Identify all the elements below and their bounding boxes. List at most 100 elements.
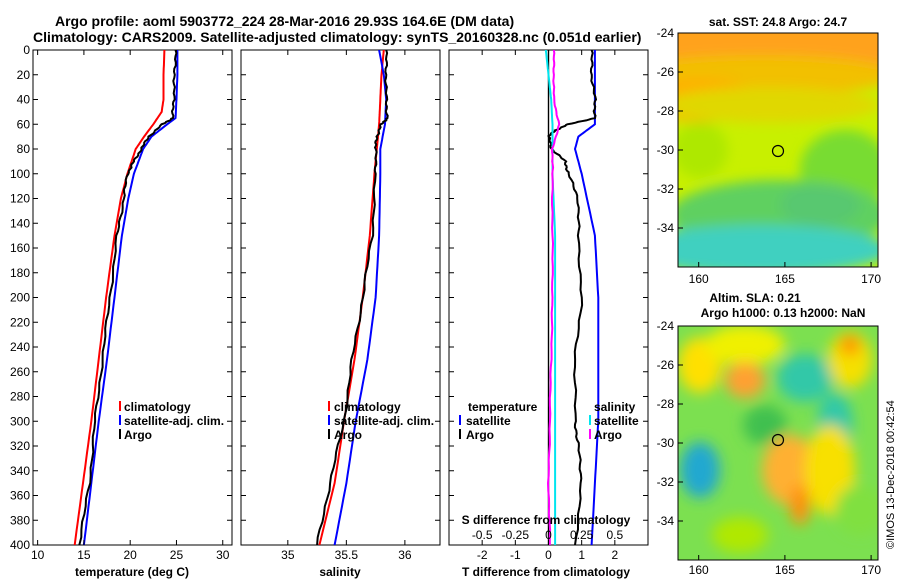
x-tick-label: 1 bbox=[578, 548, 585, 562]
y-tick-label: 240 bbox=[10, 340, 30, 354]
sst-map-title: sat. SST: 24.8 Argo: 24.7 bbox=[709, 15, 848, 29]
x-tick-label: 30 bbox=[216, 548, 230, 562]
map-y-tick-label: -28 bbox=[657, 397, 675, 411]
sst-map: sat. SST: 24.8 Argo: 24.7 bbox=[677, 15, 879, 268]
map-y-tick-label: -34 bbox=[657, 514, 675, 528]
y-tick-label: 380 bbox=[10, 513, 30, 527]
salinity-plot bbox=[316, 50, 389, 545]
map-y-tick-label: -28 bbox=[657, 104, 675, 118]
t-difference-xlabel: T difference from climatology bbox=[462, 565, 630, 579]
y-tick-label: 80 bbox=[17, 142, 31, 156]
y-tick-label: 40 bbox=[17, 93, 31, 107]
series-satellite-adj-clim- bbox=[82, 50, 179, 545]
y-tick-label: 0 bbox=[23, 43, 30, 57]
legend-s-satellite: satellite bbox=[594, 414, 639, 428]
map-y-tick-label: -24 bbox=[657, 319, 675, 333]
legend-argo: Argo bbox=[124, 428, 152, 442]
difference-plot bbox=[544, 50, 600, 545]
legend-s-argo: Argo bbox=[594, 428, 622, 442]
s-tick-label: 0.5 bbox=[606, 528, 623, 542]
series-climatology bbox=[73, 50, 166, 545]
x-tick-label: 35.5 bbox=[335, 548, 359, 562]
y-tick-label: 100 bbox=[10, 167, 30, 181]
title-line-2: Climatology: CARS2009. Satellite-adjuste… bbox=[33, 29, 641, 45]
legend-climatology: climatology bbox=[124, 400, 191, 414]
salinity-legend: climatology satellite-adj. clim. Argo bbox=[328, 400, 434, 442]
difference-legend: temperature satellite Argo salinity sate… bbox=[459, 400, 639, 442]
s-difference-xlabel: S difference from climatology bbox=[462, 513, 631, 527]
y-tick-label: 160 bbox=[10, 241, 30, 255]
y-tick-label: 120 bbox=[10, 192, 30, 206]
legend-satellite: satellite-adj. clim. bbox=[124, 414, 224, 428]
x-tick-label: 0 bbox=[545, 548, 552, 562]
y-tick-label: 300 bbox=[10, 414, 30, 428]
argo-position-marker bbox=[771, 144, 785, 158]
map-y-tick-label: -26 bbox=[657, 65, 675, 79]
s-tick-label: -0.5 bbox=[472, 528, 493, 542]
sla-map: Altim. SLA: 0.21 Argo h1000: 0.13 h2000:… bbox=[677, 291, 879, 561]
x-tick-label: 15 bbox=[77, 548, 91, 562]
legend-argo: Argo bbox=[334, 428, 362, 442]
legend-satellite: satellite-adj. clim. bbox=[334, 414, 434, 428]
map-y-tick-label: -32 bbox=[657, 182, 675, 196]
legend-climatology: climatology bbox=[334, 400, 401, 414]
argo-position-marker bbox=[771, 433, 785, 447]
y-tick-label: 320 bbox=[10, 439, 30, 453]
y-tick-label: 200 bbox=[10, 291, 30, 305]
s-tick-label: 0 bbox=[545, 528, 552, 542]
temperature-legend: climatology satellite-adj. clim. Argo bbox=[119, 400, 224, 442]
x-tick-label: 10 bbox=[31, 548, 45, 562]
y-tick-label: 360 bbox=[10, 489, 30, 503]
y-tick-label: 20 bbox=[17, 68, 31, 82]
series-t-argo bbox=[547, 50, 598, 545]
title-line-1: Argo profile: aoml 5903772_224 28-Mar-20… bbox=[55, 13, 514, 29]
y-tick-label: 60 bbox=[17, 117, 31, 131]
series-t-satellite bbox=[573, 50, 600, 545]
salinity-panel bbox=[240, 49, 441, 546]
y-tick-label: 260 bbox=[10, 365, 30, 379]
map-x-tick-label: 170 bbox=[861, 563, 881, 577]
map-x-tick-label: 165 bbox=[775, 272, 795, 286]
legend-t-argo: Argo bbox=[466, 428, 494, 442]
legend-t-satellite: satellite bbox=[466, 414, 511, 428]
temperature-panel bbox=[32, 49, 233, 546]
map-y-tick-label: -26 bbox=[657, 358, 675, 372]
sla-map-title-1: Altim. SLA: 0.21 bbox=[709, 291, 801, 305]
map-y-tick-label: -34 bbox=[657, 221, 675, 235]
series-argo bbox=[316, 50, 389, 545]
x-tick-label: 2 bbox=[611, 548, 618, 562]
s-tick-label: 0.25 bbox=[570, 528, 594, 542]
x-axes: 10 15 20 25 30 35 35.5 36 -2 -1 0 1 2 -0.5 -0.25 0 0.25 0… bbox=[31, 50, 623, 562]
sla-map-title-2: Argo h1000: 0.13 h2000: NaN bbox=[701, 306, 866, 320]
y-tick-label: 220 bbox=[10, 315, 30, 329]
y-tick-label: 400 bbox=[10, 538, 30, 552]
map-axes: 160 165 170 -24 -26 -28 -30 -32 -34 160 165 170 -24 -… bbox=[657, 26, 882, 577]
credit-text: ©IMOS 13-Dec-2018 00:42:54 bbox=[885, 400, 897, 549]
x-tick-label: 35 bbox=[281, 548, 295, 562]
x-tick-label: 25 bbox=[170, 548, 184, 562]
map-x-tick-label: 165 bbox=[775, 563, 795, 577]
y-tick-label: 180 bbox=[10, 266, 30, 280]
map-y-tick-label: -30 bbox=[657, 436, 675, 450]
y-tick-label: 280 bbox=[10, 390, 30, 404]
map-y-tick-label: -32 bbox=[657, 475, 675, 489]
s-tick-label: -0.25 bbox=[502, 528, 530, 542]
series-argo bbox=[78, 50, 178, 545]
series-climatology bbox=[318, 50, 385, 545]
x-tick-label: -1 bbox=[510, 548, 521, 562]
y-tick-label: 140 bbox=[10, 216, 30, 230]
legend-temperature-title: temperature bbox=[468, 400, 538, 414]
x-tick-label: 20 bbox=[124, 548, 138, 562]
y-tick-label: 340 bbox=[10, 464, 30, 478]
map-y-tick-label: -30 bbox=[657, 143, 675, 157]
series-s-argo bbox=[546, 50, 561, 545]
x-tick-label: -2 bbox=[477, 548, 488, 562]
series-s-satellite bbox=[544, 50, 557, 545]
temperature-plot bbox=[73, 50, 179, 545]
map-y-tick-label: -24 bbox=[657, 26, 675, 40]
legend-salinity-title: salinity bbox=[594, 400, 636, 414]
depth-axis: 0 20 40 60 80 100 120 140 160 180 200 220 240 260 280 3… bbox=[10, 43, 648, 552]
map-x-tick-label: 160 bbox=[689, 272, 709, 286]
map-x-tick-label: 170 bbox=[861, 272, 881, 286]
